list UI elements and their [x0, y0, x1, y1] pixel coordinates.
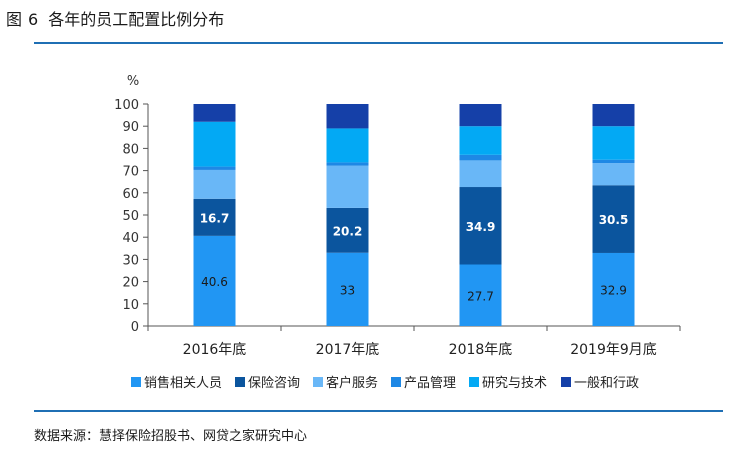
top-divider	[34, 42, 723, 44]
y-tick-label: 60	[122, 187, 139, 202]
legend-label: 研究与技术	[482, 376, 547, 391]
data-label: 16.7	[200, 211, 230, 225]
bar-segment	[326, 165, 369, 208]
x-tick-label: 2016年底	[183, 342, 247, 358]
bar-segment	[193, 169, 236, 199]
bottom-divider	[34, 410, 723, 412]
y-tick-label: 0	[131, 320, 139, 335]
bar-segment	[459, 264, 502, 326]
bar-segment	[592, 163, 635, 186]
bar-segment	[592, 185, 635, 253]
x-tick-label: 2017年底	[316, 342, 380, 358]
figure-title-text: 各年的员工配置比例分布	[48, 10, 225, 29]
y-tick-label: 20	[122, 276, 139, 291]
y-tick-label: 40	[122, 231, 139, 246]
bar-segment	[193, 121, 236, 167]
legend-swatch	[313, 377, 323, 387]
y-tick-label: 30	[122, 253, 139, 268]
bar-segment	[193, 104, 236, 122]
bar-segment	[592, 159, 635, 164]
bar-segment	[459, 104, 502, 127]
bar-segment	[326, 128, 369, 163]
bar-segment	[326, 104, 369, 129]
x-tick-label: 2018年底	[449, 342, 513, 358]
source-note: 数据来源：慧择保险招股书、网贷之家研究中心	[34, 429, 308, 444]
y-tick-label: 80	[122, 142, 139, 157]
figure-label: 图	[6, 10, 23, 29]
bar-segment	[592, 126, 635, 160]
legend-swatch	[469, 377, 479, 387]
stacked-bar-chart: 0 10 20 30 40 50 60 70 80 90 100% 2016年底 40.6 16.7 201…	[114, 74, 681, 391]
legend-label: 产品管理	[404, 376, 456, 391]
data-label: 20.2	[333, 224, 363, 238]
y-axis-unit: %	[127, 74, 139, 89]
data-label: 30.5	[599, 213, 629, 227]
legend-swatch	[131, 377, 141, 387]
figure-number: 6	[28, 10, 39, 29]
bar-segment	[193, 198, 236, 236]
legend-swatch	[561, 377, 571, 387]
legend-label: 一般和行政	[574, 375, 639, 391]
data-label: 27.7	[467, 289, 494, 303]
data-label: 34.9	[466, 220, 496, 234]
data-label: 33	[340, 283, 355, 297]
bar-segment	[459, 126, 502, 155]
bar-segment	[459, 187, 502, 265]
legend-swatch	[235, 377, 245, 387]
bar-segment	[326, 162, 369, 166]
legend-label: 客户服务	[326, 375, 378, 391]
y-tick-label: 70	[122, 165, 139, 180]
bar-segment	[193, 235, 236, 326]
bar-segment	[326, 252, 369, 326]
x-tick-label: 2019年9月底	[570, 342, 657, 358]
y-tick-label: 100	[114, 98, 139, 113]
bar-segment	[592, 252, 635, 326]
legend-swatch	[391, 377, 401, 387]
data-label: 32.9	[600, 283, 627, 297]
bar-segment	[459, 160, 502, 188]
y-tick-label: 50	[122, 209, 139, 224]
data-label: 40.6	[201, 275, 228, 289]
y-tick-label: 10	[122, 298, 139, 313]
bar-segment	[592, 104, 635, 127]
y-tick-label: 90	[122, 120, 139, 135]
figure-title: 图 6 各年的员工配置比例分布	[6, 6, 224, 30]
legend-label: 保险咨询	[248, 376, 300, 391]
bar-segment	[193, 166, 236, 170]
bar-segment	[326, 207, 369, 253]
legend-label: 销售相关人员	[144, 375, 222, 391]
bar-segment	[459, 154, 502, 161]
